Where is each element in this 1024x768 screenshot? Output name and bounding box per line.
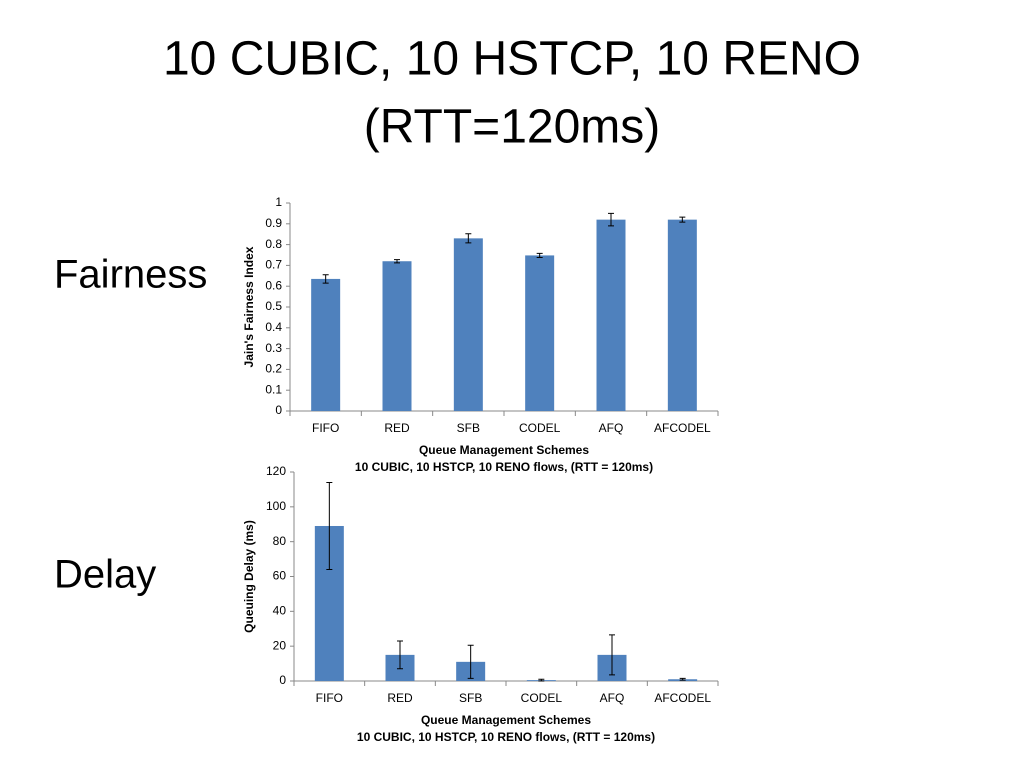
section-label: Delay [54,553,156,597]
y-axis-title: Queuing Delay (ms) [242,520,256,633]
error-bar [679,216,686,223]
chart-subtitle: 10 CUBIC, 10 HSTCP, 10 RENO flows, (RTT … [357,730,655,744]
x-tick-label: AFQ [599,421,624,435]
error-bar [397,640,403,670]
y-tick-label: 0 [279,673,286,687]
bar [596,219,626,411]
x-tick-label: CODEL [519,421,561,435]
y-tick-label: 0.8 [265,237,282,251]
error-bar [326,481,333,571]
error-bar [465,233,472,244]
error-bar [467,644,474,679]
x-tick-label: RED [384,421,410,435]
error-bar [609,634,615,676]
bar [311,278,341,411]
y-tick-label: 0.6 [265,278,282,292]
bar [453,238,483,411]
y-tick-label: 100 [266,499,286,513]
y-tick-label: 0 [275,403,282,417]
x-axis-title: Queue Management Schemes [421,713,591,727]
y-tick-label: 0.9 [265,216,282,230]
x-tick-label: SFB [457,421,480,435]
y-tick-label: 40 [273,604,287,618]
y-tick-label: 0.2 [265,362,282,376]
x-tick-label: AFCODEL [654,691,711,705]
y-tick-label: 20 [273,638,287,652]
y-tick-label: 0.7 [265,258,282,272]
x-axis-title: Queue Management Schemes [419,443,589,457]
bar [667,219,697,411]
x-tick-label: AFQ [600,691,625,705]
y-tick-label: 80 [273,534,287,548]
x-tick-label: SFB [459,691,482,705]
y-tick-label: 0.4 [265,320,282,334]
y-tick-label: 0.5 [265,299,282,313]
error-bar [394,259,400,264]
error-bar [679,677,686,681]
y-axis-title: Jain's Fairness Index [242,246,256,367]
y-tick-label: 60 [273,569,287,583]
section-label: Fairness [54,253,207,297]
y-tick-label: 1 [275,195,282,209]
error-bar [608,212,614,227]
bar [525,255,555,411]
x-tick-label: FIFO [316,691,343,705]
y-tick-label: 0.1 [265,382,282,396]
chart-subtitle: 10 CUBIC, 10 HSTCP, 10 RENO flows, (RTT … [355,460,653,474]
error-bar [536,252,543,258]
slide-title: 10 CUBIC, 10 HSTCP, 10 RENO [163,33,861,86]
x-tick-label: FIFO [312,421,339,435]
x-tick-label: AFCODEL [654,421,711,435]
y-tick-label: 120 [266,464,286,478]
x-tick-label: RED [387,691,413,705]
bar [382,261,412,411]
x-tick-label: CODEL [521,691,563,705]
error-bar [322,274,329,284]
y-tick-label: 0.3 [265,341,282,355]
slide-title: (RTT=120ms) [364,101,661,154]
error-bar [538,678,545,682]
